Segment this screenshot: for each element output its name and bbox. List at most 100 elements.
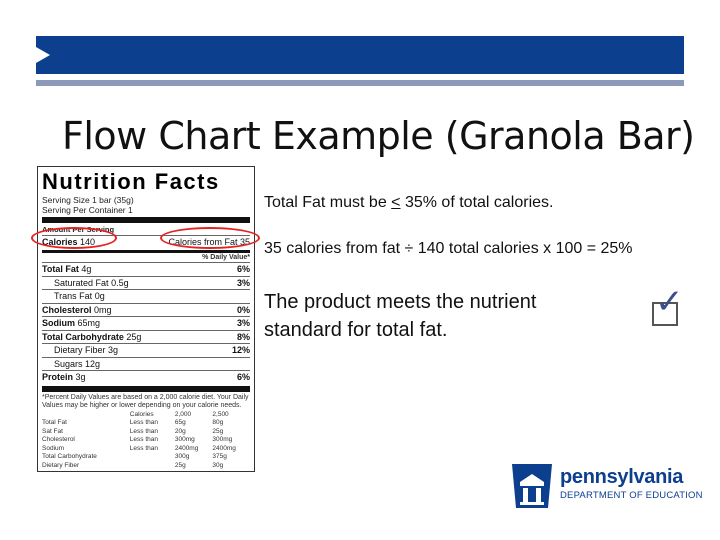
fat-rule-after: 35% of total calories. [400, 194, 554, 211]
nutrient-label: Total Fat [42, 264, 79, 275]
footnote-table-cell: 2400mg [212, 444, 236, 452]
nutrient-daily-value: 0% [236, 304, 250, 315]
nutrient-amount: 0mg [94, 304, 112, 315]
footnote-table-row: Sodium Less than 2400mg 2400mg [42, 445, 250, 454]
footnote-table-cell: 65g [174, 419, 186, 427]
footnote-table-cell: 300g [174, 453, 190, 461]
footnote-table-cell: Sodium [42, 444, 65, 452]
nutrient-amount: 4g [81, 264, 92, 275]
nutrient-row: Sugars 12g [42, 356, 250, 371]
footnote-table-cell [42, 411, 130, 420]
header-divider [36, 80, 684, 86]
calculation-text: 35 calories from fat ÷ 140 total calorie… [264, 240, 633, 257]
keystone-logo-icon [512, 464, 552, 508]
footnote-table-cell [130, 462, 175, 471]
checkbox-icon [652, 302, 678, 326]
footnote-table-cell: Less than [129, 436, 158, 444]
nutrient-row: Trans Fat 0g [42, 289, 250, 303]
nutrient-amount: 3g [75, 372, 86, 383]
nutrient-label: Trans Fat [54, 291, 93, 302]
footnote-table-cell: Calories [129, 410, 154, 418]
footnote-table-row: Total Fat Less than 65g 80g [42, 419, 250, 428]
footnote-table-cell: 25g [212, 427, 224, 435]
nutrient-row: Total Fat 4g 6% [42, 262, 250, 276]
nutrient-amount: 12g [85, 358, 101, 369]
nutrient-daily-value: 3% [236, 318, 250, 329]
footnote-table-cell: 2400mg [174, 444, 199, 452]
nutrient-row: Sodium 65mg 3% [42, 316, 250, 330]
footnote-table-cell: 300mg [174, 436, 195, 444]
nutrient-amount: 0.5g [111, 277, 129, 288]
footnote-table-cell: Cholesterol [42, 436, 75, 444]
fat-rule-before: Total Fat must be [264, 194, 392, 211]
nutrient-name: Saturated Fat 0.5g [42, 277, 129, 290]
nutrient-row: Protein 3g 6% [42, 370, 250, 384]
nutrient-amount: 3g [108, 345, 119, 356]
footnote-table-row: Total Carbohydrate 300g 375g [42, 453, 250, 462]
footnote-table-cell: 2,500 [212, 410, 229, 418]
footnote-table-cell: Total Fat [42, 419, 67, 427]
nutrient-label: Protein [42, 372, 74, 383]
nutrient-daily-value: 8% [236, 331, 250, 342]
nutrient-name: Sodium 65mg [42, 317, 100, 330]
slide-title: Flow Chart Example (Granola Bar) [62, 114, 695, 158]
footnote-table-cell: Sat Fat [42, 427, 63, 435]
header-arrow-icon [36, 47, 50, 63]
footnote-table-cell: Dietary Fiber [42, 461, 80, 469]
calories-highlight-oval [31, 227, 117, 249]
daily-value-header: % Daily Value* [202, 253, 250, 261]
checkmark-icon: ✓ [655, 282, 684, 322]
logo-department: DEPARTMENT OF EDUCATION [560, 490, 703, 501]
nutrient-row: Cholesterol 0mg 0% [42, 302, 250, 317]
nutrient-label: Sugars [54, 358, 83, 369]
footnote-table-cell: 80g [212, 419, 224, 427]
footnote-table-cell: Less than [129, 427, 158, 435]
label-rule [42, 385, 250, 392]
logo-name: pennsylvania [560, 466, 684, 488]
nutrient-row: Total Carbohydrate 25g 8% [42, 329, 250, 344]
nutrient-amount: 0g [94, 291, 105, 302]
label-rule [42, 249, 250, 253]
nutrient-name: Total Fat 4g [42, 263, 91, 276]
footnote-table-cell: 2,000 [174, 410, 192, 418]
footnote-table-cell: 300mg [212, 436, 233, 444]
footnote-table-row: Dietary Fiber 25g 30g [42, 462, 250, 471]
fat-calories-highlight-oval [160, 227, 260, 249]
nutrient-amount: 25g [126, 331, 142, 342]
footnote-table-cell: 25g [174, 461, 186, 469]
footnote-table-row: Sat Fat Less than 20g 25g [42, 428, 250, 437]
serving-size: Serving Size 1 bar (35g) [42, 195, 134, 205]
footnote-table-cell: Less than [129, 444, 158, 452]
footnote-table-cell [130, 453, 175, 462]
footnote-table-cell: Total Carbohydrate [42, 453, 97, 461]
nutrient-label: Saturated Fat [54, 277, 109, 288]
conclusion-text: The product meets the nutrient standard … [264, 291, 537, 341]
label-footnote: *Percent Daily Values are based on a 2,0… [42, 393, 249, 410]
nutrient-daily-value: 6% [236, 372, 250, 383]
nutrient-label: Total Carbohydrate [42, 331, 124, 342]
nutrient-label: Sodium [42, 318, 75, 329]
footnote-table-row: Cholesterol Less than 300mg 300mg [42, 436, 250, 445]
nutrient-label: Dietary Fiber [54, 345, 106, 356]
nutrient-amount: 65mg [77, 318, 101, 329]
fat-rule-symbol: < [391, 194, 401, 211]
nutrient-daily-value: 12% [231, 345, 250, 356]
nutrient-name: Trans Fat 0g [42, 290, 105, 303]
nutrient-row: Dietary Fiber 3g 12% [42, 343, 250, 357]
fat-rule-text: Total Fat must be < 35% of total calorie… [264, 194, 553, 212]
nutrient-name: Protein 3g [42, 371, 86, 384]
footnote-table-row: Calories 2,000 2,500 [42, 411, 250, 420]
nutrient-label: Cholesterol [42, 304, 92, 315]
nutrient-daily-value: 3% [236, 277, 250, 288]
nutrient-name: Dietary Fiber 3g [42, 344, 118, 357]
footnote-table-cell: 30g [212, 461, 224, 469]
label-heading: Nutrition Facts [42, 169, 220, 194]
nutrition-facts-label: Nutrition Facts Serving Size 1 bar (35g)… [37, 166, 255, 472]
footnote-table-cell: 20g [174, 427, 186, 435]
nutrient-daily-value: 6% [236, 264, 250, 275]
servings-per-container: Serving Per Container 1 [42, 205, 133, 215]
nutrient-name: Cholesterol 0mg [42, 304, 112, 317]
nutrient-row: Saturated Fat 0.5g 3% [42, 275, 250, 290]
header-bar [36, 36, 684, 74]
label-rule [42, 217, 250, 223]
